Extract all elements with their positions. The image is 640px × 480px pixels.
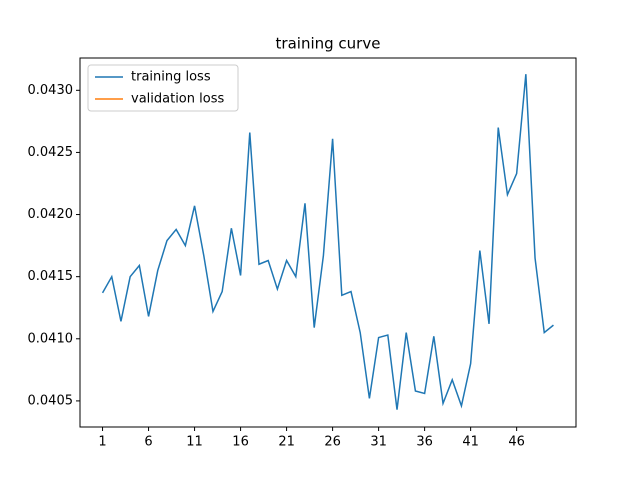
y-tick-label: 0.0415 <box>28 269 74 284</box>
x-tick-label: 1 <box>98 435 106 450</box>
y-tick-label: 0.0420 <box>28 207 74 222</box>
x-tick-label: 26 <box>324 435 341 450</box>
legend-label: training loss <box>131 70 211 85</box>
x-tick-label: 21 <box>278 435 295 450</box>
chart-title: training curve <box>276 35 381 53</box>
x-tick-label: 46 <box>508 435 525 450</box>
legend-box <box>87 64 239 112</box>
x-tick-label: 31 <box>370 435 387 450</box>
x-tick-label: 16 <box>232 435 249 450</box>
x-tick-label: 11 <box>186 435 203 450</box>
y-tick-label: 0.0410 <box>28 331 74 346</box>
y-tick-label: 0.0425 <box>28 145 74 160</box>
y-tick-label: 0.0430 <box>28 83 74 98</box>
x-tick-label: 41 <box>462 435 479 450</box>
plot-frame <box>79 57 577 428</box>
series-line <box>101 74 554 410</box>
x-tick-label: 6 <box>144 435 152 450</box>
y-tick-label: 0.0405 <box>28 393 74 408</box>
x-tick-label: 36 <box>416 435 433 450</box>
legend-label: validation loss <box>131 92 224 107</box>
